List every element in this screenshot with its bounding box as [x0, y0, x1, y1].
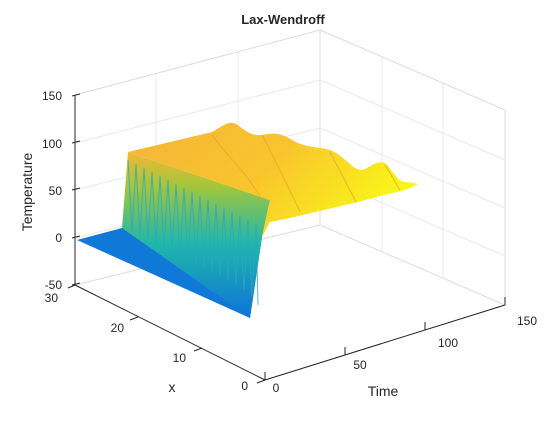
z-ticks: 150 100 50 0 -50: [42, 89, 62, 292]
z-tick-marks: [71, 93, 81, 286]
x-tick-label: 50: [353, 358, 367, 372]
floor-edge: [74, 284, 506, 381]
x-axis-label: Time: [368, 383, 399, 399]
y-ticks: 30 20 10 0: [45, 291, 249, 393]
z-axis-label: Temperature: [19, 152, 35, 231]
surface-jagged: [127, 159, 259, 306]
y-tick-label: 30: [45, 291, 59, 305]
z-tick-label: 150: [42, 89, 62, 103]
chart-title: Lax-Wendroff: [241, 12, 325, 27]
x-ticks: 0 50 100 150: [273, 314, 538, 395]
y-axis-label: x: [169, 379, 176, 395]
surface-plateau: [128, 122, 418, 237]
x-tick-label: 100: [438, 336, 458, 350]
y-tick-marks: [67, 284, 266, 384]
surface: [77, 122, 418, 318]
y-tick-label: 10: [173, 351, 187, 365]
y-tick-label: 20: [111, 321, 125, 335]
y-tick-label: 0: [241, 379, 248, 393]
z-tick-label: 100: [42, 137, 62, 151]
z-tick-label: 50: [49, 184, 63, 198]
axis-lines: [74, 95, 506, 381]
x-tick-marks: [264, 297, 506, 380]
x-tick-label: 0: [273, 381, 280, 395]
z-tick-label: 0: [55, 231, 62, 245]
z-tick-label: -50: [45, 278, 63, 292]
x-tick-label: 150: [517, 314, 537, 328]
surface-ridge: [211, 134, 401, 213]
